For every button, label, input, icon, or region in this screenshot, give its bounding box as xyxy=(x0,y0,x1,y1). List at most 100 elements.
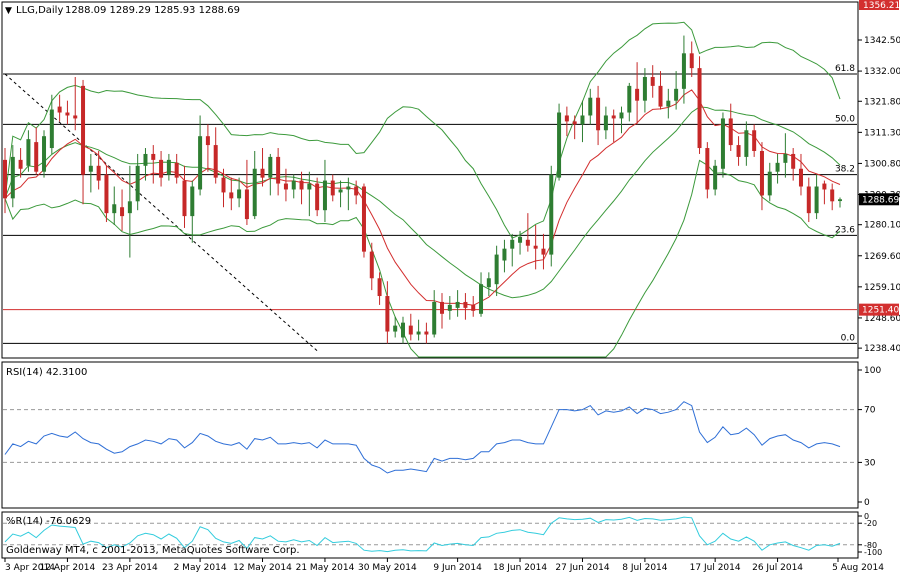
candle[interactable] xyxy=(502,239,507,273)
candle[interactable] xyxy=(213,127,218,184)
candle[interactable] xyxy=(393,316,398,338)
candle[interactable] xyxy=(642,68,647,113)
candle[interactable] xyxy=(838,197,842,208)
candle[interactable] xyxy=(752,124,757,157)
candle[interactable] xyxy=(299,171,304,205)
candle[interactable] xyxy=(767,162,772,202)
candle[interactable] xyxy=(237,177,242,208)
candle[interactable] xyxy=(596,85,601,146)
candle[interactable] xyxy=(88,153,93,193)
candle[interactable] xyxy=(354,180,359,205)
candle[interactable] xyxy=(564,106,569,137)
candle[interactable] xyxy=(361,183,366,258)
rsi-panel[interactable] xyxy=(1,361,859,509)
candle[interactable] xyxy=(18,148,23,178)
candle[interactable] xyxy=(338,180,343,208)
candle[interactable] xyxy=(65,100,70,125)
collapse-arrow-icon[interactable]: ▼ xyxy=(5,6,12,16)
candle[interactable] xyxy=(713,159,718,196)
candle[interactable] xyxy=(525,213,530,252)
candle[interactable] xyxy=(822,180,827,205)
candle[interactable] xyxy=(830,183,835,211)
candle[interactable] xyxy=(424,322,429,344)
candle[interactable] xyxy=(3,148,7,214)
candle[interactable] xyxy=(260,148,265,187)
candle[interactable] xyxy=(135,153,140,211)
candle[interactable] xyxy=(10,145,15,208)
candle[interactable] xyxy=(432,290,437,338)
candle[interactable] xyxy=(276,148,281,196)
candle[interactable] xyxy=(400,316,405,344)
candle[interactable] xyxy=(736,136,741,166)
candle[interactable] xyxy=(291,174,296,199)
candle[interactable] xyxy=(322,159,327,223)
candle[interactable] xyxy=(120,189,125,231)
candle[interactable] xyxy=(112,186,117,225)
candle[interactable] xyxy=(198,115,203,196)
candle[interactable] xyxy=(557,103,562,181)
candle[interactable] xyxy=(190,180,195,243)
candle[interactable] xyxy=(42,130,47,178)
candle[interactable] xyxy=(174,153,179,184)
candle[interactable] xyxy=(96,150,101,190)
candle[interactable] xyxy=(463,293,468,320)
candle[interactable] xyxy=(447,296,452,320)
candle[interactable] xyxy=(728,103,733,151)
candle[interactable] xyxy=(104,165,109,223)
candle[interactable] xyxy=(159,150,164,187)
candle[interactable] xyxy=(34,127,39,175)
candle[interactable] xyxy=(182,165,187,228)
candle[interactable] xyxy=(510,233,515,267)
candle[interactable] xyxy=(127,165,132,258)
candle[interactable] xyxy=(814,174,819,220)
candle[interactable] xyxy=(330,174,335,202)
candle[interactable] xyxy=(720,112,725,178)
candle[interactable] xyxy=(26,130,31,172)
candle[interactable] xyxy=(798,153,803,196)
candle[interactable] xyxy=(666,88,671,119)
candle[interactable] xyxy=(603,106,608,140)
candle[interactable] xyxy=(775,153,780,184)
candle[interactable] xyxy=(627,82,632,122)
candle[interactable] xyxy=(416,319,421,341)
candle[interactable] xyxy=(205,124,210,172)
candle[interactable] xyxy=(221,168,226,208)
candle[interactable] xyxy=(408,313,413,341)
candle[interactable] xyxy=(143,148,148,181)
candle[interactable] xyxy=(268,153,273,196)
candle[interactable] xyxy=(377,272,382,305)
candle[interactable] xyxy=(705,142,710,199)
candle[interactable] xyxy=(611,109,616,143)
candle[interactable] xyxy=(315,177,320,217)
candle[interactable] xyxy=(619,106,624,134)
candle[interactable] xyxy=(471,296,476,317)
candle[interactable] xyxy=(588,88,593,125)
candle[interactable] xyxy=(57,94,62,122)
candle[interactable] xyxy=(650,65,655,98)
candle[interactable] xyxy=(791,148,796,181)
candle[interactable] xyxy=(49,94,54,154)
candle[interactable] xyxy=(346,177,351,211)
candle[interactable] xyxy=(244,159,249,225)
candle[interactable] xyxy=(744,121,749,166)
candle[interactable] xyxy=(541,233,546,270)
candle[interactable] xyxy=(455,290,460,317)
candle[interactable] xyxy=(806,177,811,223)
candle[interactable] xyxy=(674,71,679,110)
candle[interactable] xyxy=(783,133,788,178)
candle[interactable] xyxy=(494,245,499,297)
candle[interactable] xyxy=(572,115,577,140)
price-panel[interactable] xyxy=(1,1,859,359)
candle[interactable] xyxy=(635,62,640,125)
candle[interactable] xyxy=(151,145,156,184)
candle[interactable] xyxy=(369,242,374,291)
candle[interactable] xyxy=(229,177,234,211)
candle[interactable] xyxy=(81,79,86,205)
wpr-panel[interactable] xyxy=(1,511,859,559)
candle[interactable] xyxy=(580,100,585,143)
candle[interactable] xyxy=(479,272,484,317)
candle[interactable] xyxy=(518,230,523,255)
candle[interactable] xyxy=(681,35,686,104)
candle[interactable] xyxy=(533,224,538,270)
candle[interactable] xyxy=(697,56,702,154)
